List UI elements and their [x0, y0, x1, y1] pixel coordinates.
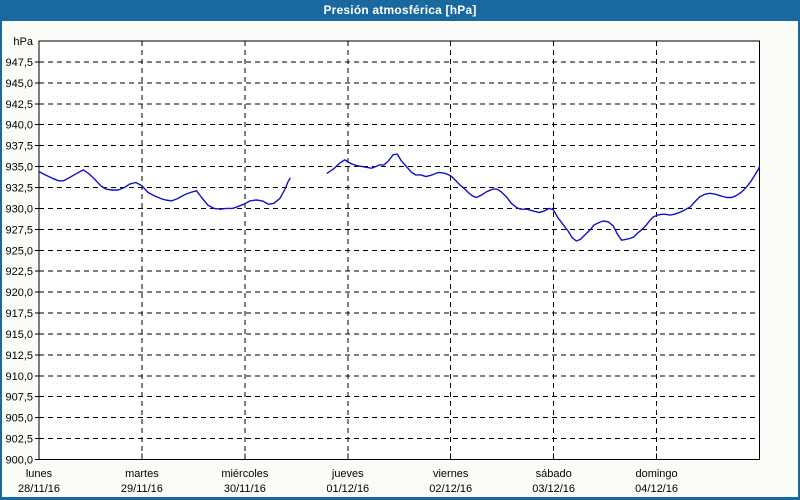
y-tick-label: 937,5 [5, 141, 33, 153]
y-tick-label: 940,0 [5, 120, 33, 132]
y-tick-label: 932,5 [5, 182, 33, 194]
date-label: 03/12/16 [532, 483, 575, 495]
chart-panel: 947,5 945,0 942,5 940,0 937,5 935,0 932,5 930,0… [2, 21, 798, 497]
y-tick-label: 925,0 [5, 245, 33, 257]
chart-title: Presión atmosférica [hPa] [323, 3, 477, 17]
y-tick-label: 912,5 [5, 350, 33, 362]
y-tick-label: 935,0 [5, 162, 33, 174]
day-label: miércoles [221, 468, 269, 480]
day-label: sábado [536, 468, 572, 480]
pressure-line [326, 153, 761, 242]
date-label: 28/11/16 [18, 483, 60, 495]
y-tick-label: 905,0 [5, 413, 33, 425]
y-tick-label: 915,0 [5, 329, 33, 341]
date-label: 04/12/16 [635, 483, 678, 495]
pressure-chart-svg: 947,5 945,0 942,5 940,0 937,5 935,0 932,5 930,0… [5, 36, 761, 495]
y-tick-label: 907,5 [5, 392, 33, 404]
y-axis-unit-label: hPa [13, 36, 33, 48]
y-tick-label: 942,5 [5, 99, 33, 111]
day-label: viernes [433, 468, 469, 480]
day-label: domingo [635, 468, 677, 480]
date-label: 02/12/16 [429, 483, 472, 495]
day-label: lunes [26, 468, 53, 480]
chart-title-bar: Presión atmosférica [hPa] [0, 0, 800, 21]
y-tick-label: 930,0 [5, 203, 33, 215]
y-tick-label: 922,5 [5, 266, 33, 278]
pressure-line [38, 169, 291, 210]
day-label: jueves [331, 468, 364, 480]
day-label: martes [125, 468, 159, 480]
y-tick-label: 947,5 [5, 57, 33, 69]
y-tick-label: 920,0 [5, 287, 33, 299]
date-label: 29/11/16 [121, 483, 163, 495]
plot-border [38, 40, 761, 461]
y-tick-label: 917,5 [5, 308, 33, 320]
y-tick-label: 900,0 [5, 455, 33, 467]
y-tick-label: 927,5 [5, 224, 33, 236]
y-tick-label: 902,5 [5, 434, 33, 446]
date-label: 01/12/16 [326, 483, 369, 495]
y-tick-label: 945,0 [5, 78, 33, 90]
y-tick-label: 910,0 [5, 371, 33, 383]
date-label: 30/11/16 [224, 483, 266, 495]
